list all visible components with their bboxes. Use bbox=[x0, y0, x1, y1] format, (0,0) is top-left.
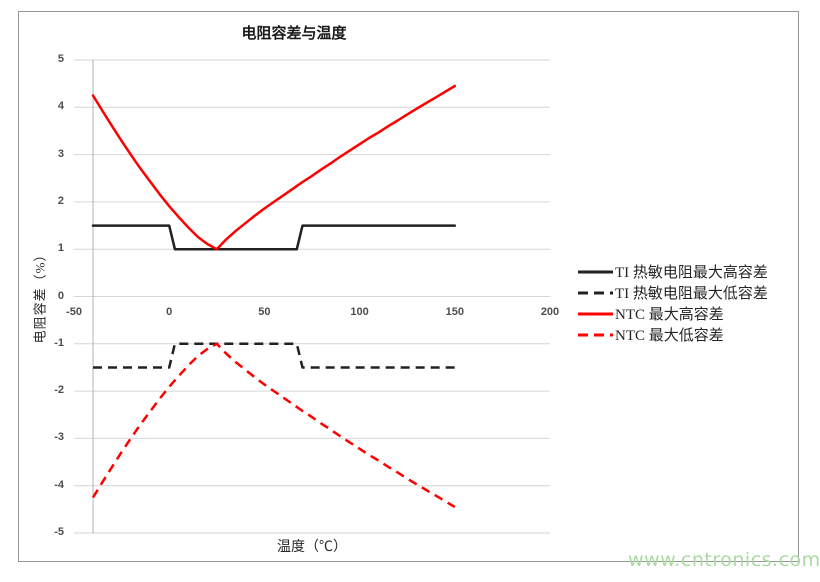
legend-label: TI 热敏电阻最大低容差 bbox=[615, 286, 768, 302]
y-tick-label-5: 5 bbox=[57, 53, 64, 65]
series-line-2 bbox=[91, 84, 457, 251]
x-tick-label-200: 200 bbox=[540, 306, 560, 318]
y-tick-label--5: -5 bbox=[54, 526, 64, 538]
y-tick-label-0: 0 bbox=[57, 289, 64, 302]
legend-label: NTC 最大低容差 bbox=[615, 328, 724, 344]
y-tick-label--3: -3 bbox=[54, 431, 64, 444]
y-tick-label--4: -4 bbox=[54, 478, 64, 491]
chart-title: 电阻容差与温度 bbox=[241, 26, 347, 42]
legend-label: TI 热敏电阻最大高容差 bbox=[615, 265, 768, 281]
x-tick-label-150: 150 bbox=[445, 306, 464, 318]
legend-item-ntc-low: NTC 最大低容差 bbox=[578, 324, 768, 345]
series-line-0 bbox=[91, 224, 457, 251]
x-axis-title: 温度（℃） bbox=[277, 540, 347, 555]
y-tick-label-3: 3 bbox=[57, 147, 64, 160]
legend-marker-dashed-black-line bbox=[578, 290, 613, 296]
legend-item-ti-high: TI 热敏电阻最大高容差 bbox=[578, 261, 768, 282]
legend-item-ntc-high: NTC 最大高容差 bbox=[578, 303, 768, 324]
x-tick-label-100: 100 bbox=[350, 306, 369, 318]
y-tick-label-4: 4 bbox=[57, 100, 64, 113]
legend-label: NTC 最大高容差 bbox=[615, 307, 724, 323]
series-line-1 bbox=[93, 342, 455, 369]
legend: TI 热敏电阻最大高容差 TI 热敏电阻最大低容差 NTC 最大高容差 NTC … bbox=[578, 261, 768, 345]
x-tick-label-0: 0 bbox=[166, 306, 173, 318]
legend-item-ti-low: TI 热敏电阻最大低容差 bbox=[578, 282, 768, 303]
x-tick-label--50: -50 bbox=[66, 306, 82, 318]
y-tick-label--1: -1 bbox=[54, 336, 64, 349]
legend-marker-solid-black-line bbox=[578, 269, 613, 275]
y-tick-label--2: -2 bbox=[54, 384, 64, 397]
watermark: www.cntronics.com bbox=[628, 549, 820, 571]
x-tick-label-50: 50 bbox=[258, 306, 271, 318]
legend-marker-solid-red-line bbox=[578, 311, 613, 317]
series-line-3 bbox=[91, 342, 456, 509]
y-tick-label-2: 2 bbox=[57, 194, 64, 207]
legend-marker-dashed-red-line bbox=[578, 332, 613, 338]
chart-border bbox=[18, 11, 799, 562]
y-tick-label-1: 1 bbox=[57, 242, 64, 255]
